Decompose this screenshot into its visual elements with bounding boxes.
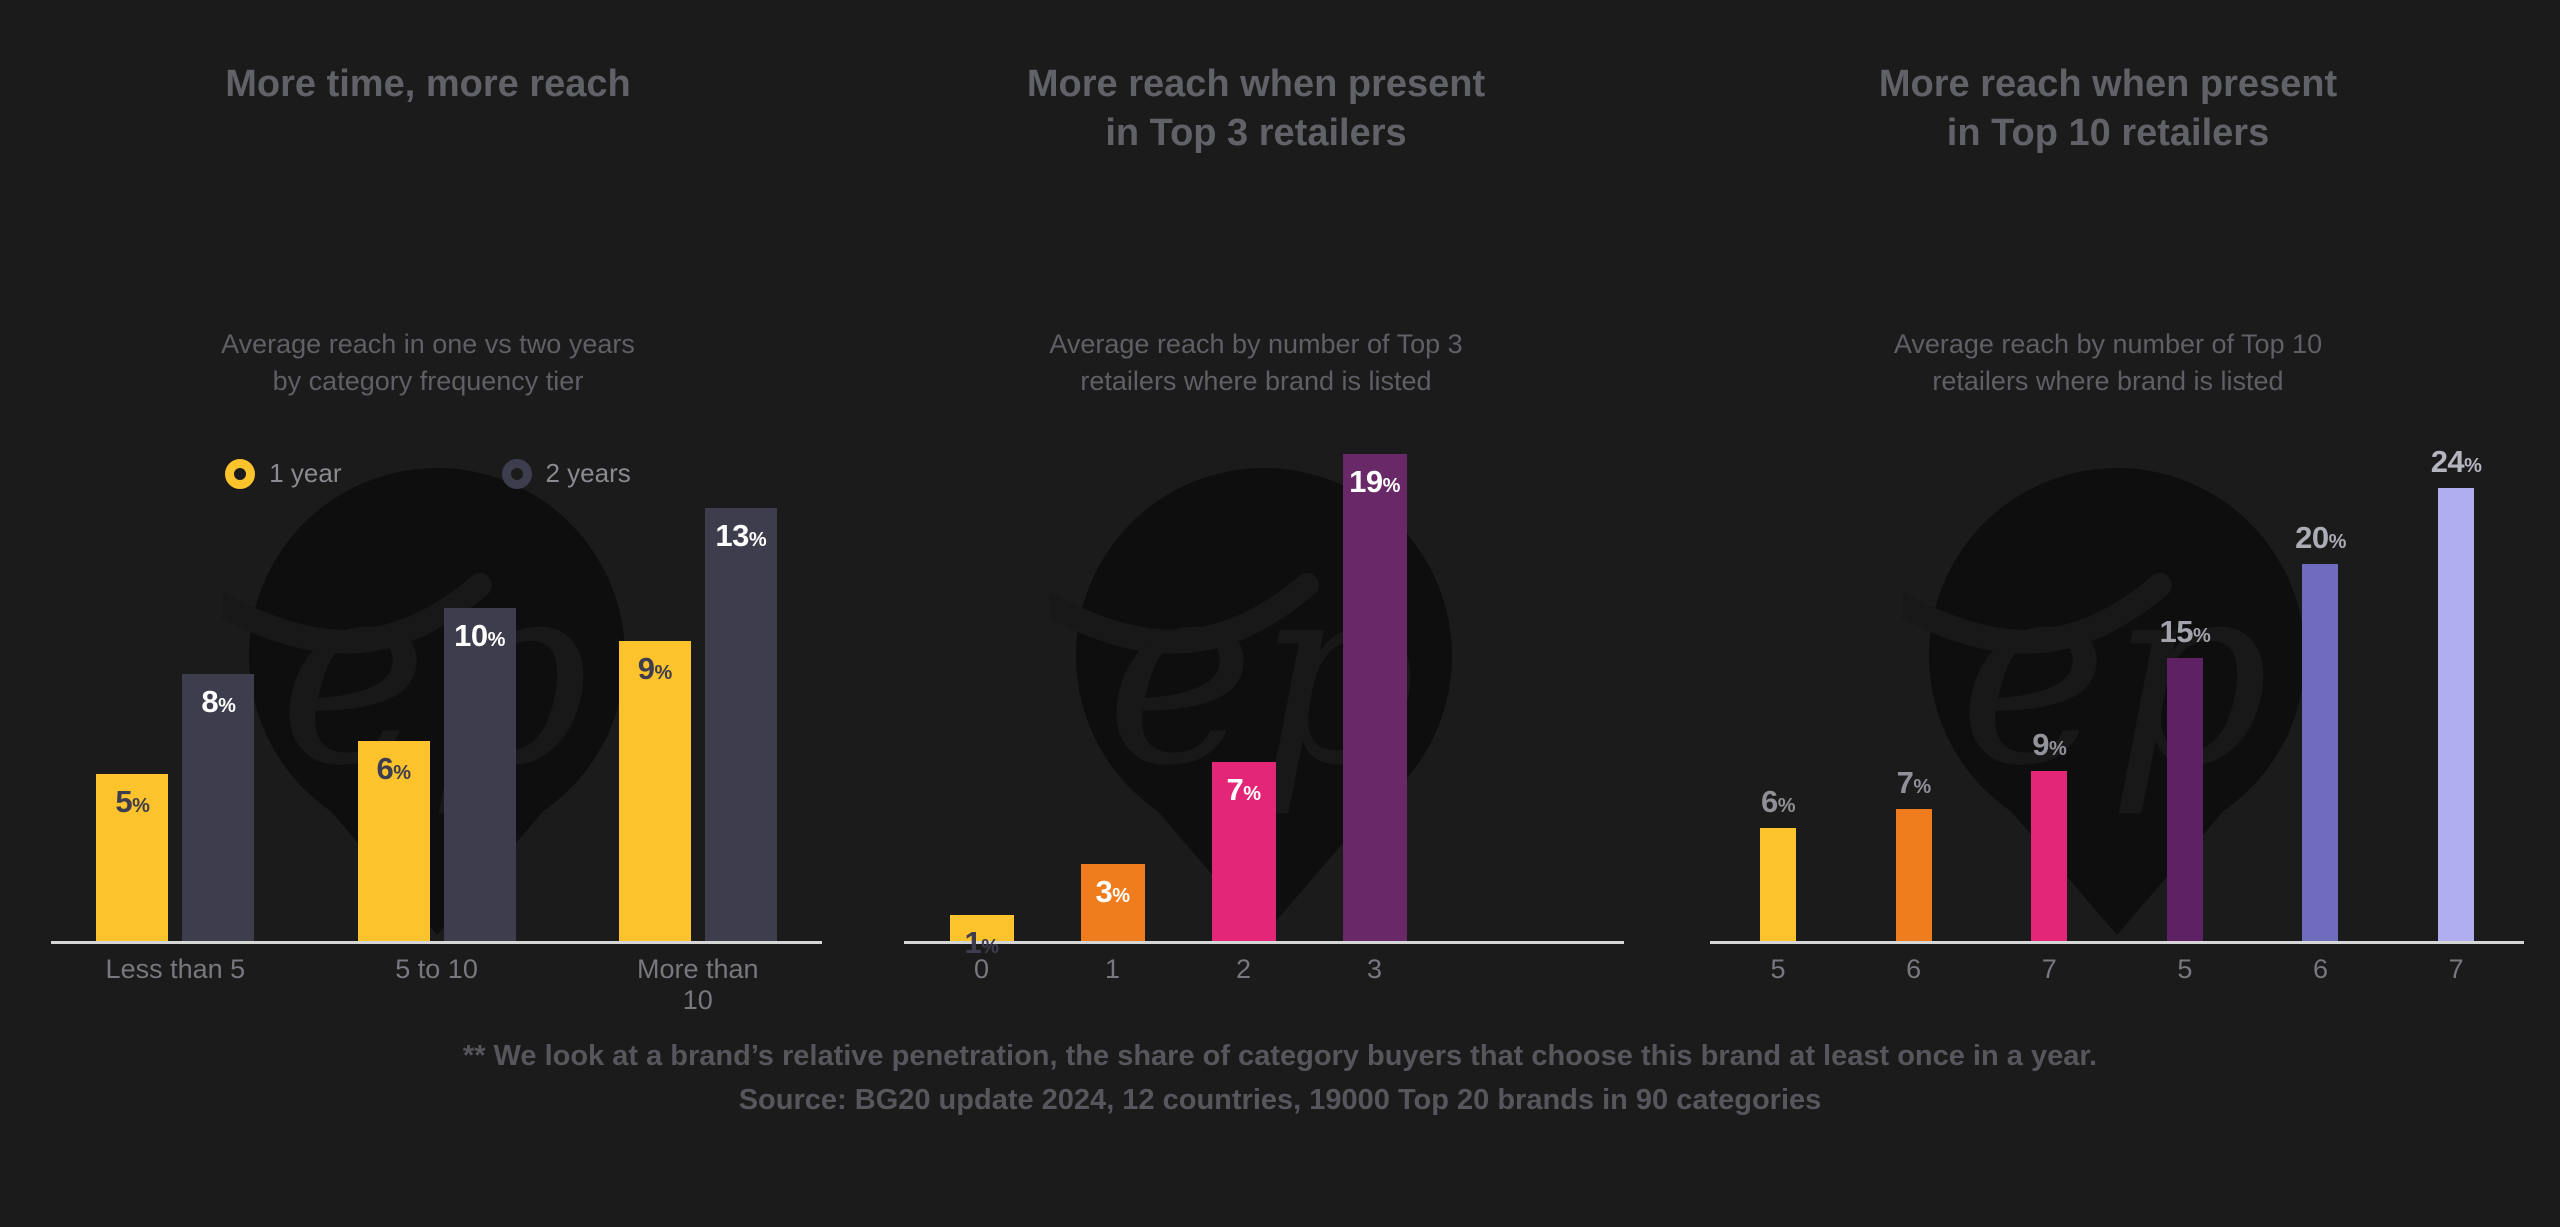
svg-text:ep: ep — [278, 528, 588, 821]
value-label: 19% — [1349, 464, 1400, 499]
bar — [2031, 771, 2068, 941]
legend-label: 2 years — [545, 458, 631, 488]
value-label: 10% — [454, 618, 505, 653]
value-label: 3% — [1095, 874, 1130, 909]
bar-slot: 7% — [1178, 441, 1309, 941]
bar-slot: 7% — [1846, 441, 1982, 941]
x-axis-ticks: Less than 5 5 to 10 More than 10 — [51, 954, 821, 1016]
value-label: 7% — [1226, 772, 1261, 807]
bar — [1895, 809, 1932, 941]
value-label: 8% — [201, 684, 236, 719]
tick-label: 3 — [1366, 954, 1383, 984]
plot-area: ep 5% 8% 6% 10% 9% 13% Less than 5 5 to 10 More… — [51, 441, 822, 1015]
bar-slot: 9% — [1981, 441, 2117, 941]
value-label: 15% — [2159, 614, 2211, 649]
chart-title: More reach when present in Top 3 retaile… — [1026, 63, 1486, 154]
bar: 3% — [1080, 864, 1145, 941]
tick-label: 7 — [2448, 954, 2464, 984]
bar — [2302, 564, 2339, 941]
chart-subtitle: Average reach by number of Top 3 retaile… — [1049, 329, 1463, 396]
footer-source: Source: BG20 update 2024, 12 countries, … — [738, 1083, 1822, 1116]
svg-text:ep: ep — [1959, 528, 2269, 821]
footer-note: ** We look at a brand’s relative penetra… — [462, 1040, 2098, 1072]
legend-item-1-year: 1 year — [225, 458, 342, 489]
bar-slot: 1% — [916, 441, 1047, 960]
x-axis-ticks: 0 1 2 3 — [904, 954, 1624, 985]
bar — [2166, 658, 2203, 941]
x-axis-ticks: 5 6 7 5 6 7 — [1710, 954, 2524, 985]
chart-title: More reach when present in Top 10 retail… — [1878, 63, 2338, 154]
value-label: 6% — [376, 751, 412, 786]
bar: 5% — [96, 774, 169, 941]
value-label: 9% — [637, 651, 673, 686]
bars: 6% 7% 9% 15% 20% 24% — [1710, 441, 2524, 941]
value-label: 24% — [2430, 444, 2482, 479]
tick-label: More than 10 — [636, 954, 759, 1015]
bars: 1% 3% 7% 19% — [904, 441, 1624, 960]
tick-label: 0 — [973, 954, 990, 984]
value-label: 9% — [2032, 727, 2067, 762]
value-label: 20% — [2295, 520, 2346, 555]
tick-label: Less than 5 — [105, 954, 246, 984]
value-label: 13% — [715, 518, 767, 553]
value-label: 7% — [1896, 765, 1932, 800]
bar: 6% — [357, 741, 430, 941]
bar: 19% — [1342, 454, 1407, 941]
bar: 1% — [949, 915, 1014, 960]
tick-label: 5 to 10 — [395, 954, 478, 984]
bar-slot: 24% — [2388, 441, 2524, 941]
chart-section-frequency-tier: More time, more reach Average reach in o… — [0, 0, 856, 1227]
chart-section-top10-retailers: More reach when present in Top 10 retail… — [1656, 0, 2560, 1227]
bar: 13% — [704, 508, 777, 941]
bar: 7% — [1211, 762, 1276, 941]
tick-label: 6 — [1906, 954, 1922, 984]
bar-slot: 19% — [1309, 441, 1440, 941]
legend-ring-icon — [225, 458, 256, 489]
bar: 8% — [182, 674, 255, 941]
bar-slot: 20% — [2253, 441, 2389, 941]
bar — [2438, 488, 2475, 941]
chart-title: More time, more reach — [225, 63, 631, 105]
legend-ring-icon — [501, 458, 532, 489]
bar: 9% — [618, 641, 691, 941]
legend: 1 year 2 years — [0, 458, 856, 489]
tick-label: 2 — [1235, 954, 1252, 984]
chart-section-top3-retailers: More reach when present in Top 3 retaile… — [856, 0, 1656, 1227]
tick-label: 5 — [2177, 954, 2193, 984]
tick-label: 5 — [1770, 954, 1786, 984]
ep-logo-watermark: ep — [221, 468, 625, 935]
bar-group: 5% 8% — [96, 674, 255, 941]
value-label: 1% — [964, 925, 999, 960]
tick-label: 1 — [1104, 954, 1121, 984]
value-label: 5% — [115, 784, 150, 819]
tick-label: 7 — [2041, 954, 2057, 984]
plot-area: ep 6% 7% 9% 15% 20% 24% 5 6 7 5 6 7 — [1710, 441, 2524, 984]
footer: ** We look at a brand’s relative penetra… — [0, 1035, 2560, 1122]
bar-slot: 6% — [1710, 441, 1846, 941]
legend-label: 1 year — [269, 458, 342, 488]
chart-subtitle: Average reach in one vs two years by cat… — [221, 329, 635, 396]
legend-item-2-years: 2 years — [501, 458, 631, 489]
bar: 10% — [443, 608, 516, 941]
bar-group: 9% 13% — [618, 508, 777, 941]
bar-slot: 15% — [2117, 441, 2253, 941]
bars: 5% 8% 6% 10% 9% 13% — [51, 441, 821, 941]
value-label: 6% — [1761, 784, 1796, 819]
chart-subtitle: Average reach by number of Top 10 retail… — [1893, 329, 2323, 396]
bar-slot: 3% — [1047, 441, 1178, 941]
tick-label: 6 — [2312, 954, 2328, 984]
bar-group: 6% 10% — [357, 608, 516, 941]
bar — [1760, 828, 1797, 941]
